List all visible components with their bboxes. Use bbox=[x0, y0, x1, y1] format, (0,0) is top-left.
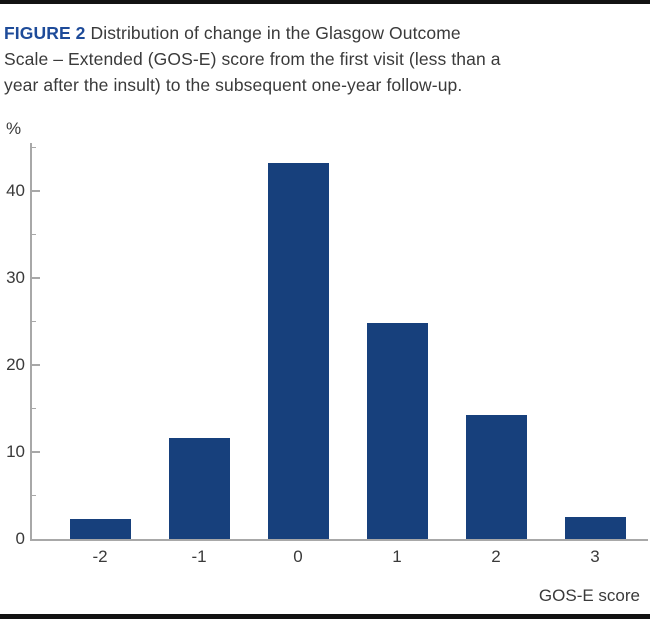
y-major-tick bbox=[32, 538, 40, 540]
caption-line-2: Scale – Extended (GOS-E) score from the … bbox=[4, 49, 501, 69]
y-axis-unit-label: % bbox=[6, 119, 22, 138]
y-minor-tick bbox=[32, 146, 36, 149]
bar bbox=[70, 519, 131, 539]
y-minor-tick bbox=[32, 320, 36, 323]
top-rule bbox=[0, 0, 650, 4]
x-tick-label: 0 bbox=[293, 547, 303, 566]
figure-caption: FIGURE 2 Distribution of change in the G… bbox=[4, 20, 648, 98]
bar bbox=[268, 163, 329, 539]
bar bbox=[565, 517, 626, 539]
y-tick-label: 20 bbox=[6, 354, 25, 374]
x-tick-label: -1 bbox=[191, 547, 207, 566]
y-major-tick bbox=[32, 190, 40, 192]
bottom-rule bbox=[0, 614, 650, 619]
y-tick-label: 10 bbox=[6, 441, 25, 461]
y-major-tick bbox=[32, 364, 40, 366]
x-axis-line bbox=[30, 539, 648, 541]
bar bbox=[367, 323, 428, 539]
caption-line-1: FIGURE 2 Distribution of change in the G… bbox=[4, 20, 648, 46]
y-major-tick bbox=[32, 277, 40, 279]
x-axis-title: GOS-E score bbox=[538, 586, 640, 605]
y-major-tick bbox=[32, 451, 40, 453]
y-tick-label: 30 bbox=[6, 267, 25, 287]
x-tick-label: 1 bbox=[392, 547, 402, 566]
x-tick-label: 2 bbox=[491, 547, 501, 566]
bar bbox=[169, 438, 230, 539]
x-tick-label: -2 bbox=[92, 547, 108, 566]
caption-line-3: year after the insult) to the subsequent… bbox=[4, 75, 463, 95]
y-tick-label: 0 bbox=[15, 529, 25, 548]
y-axis-line bbox=[30, 143, 32, 541]
figure-number-label: FIGURE 2 bbox=[4, 23, 86, 43]
y-tick-label: 40 bbox=[6, 180, 25, 200]
x-tick-label: 3 bbox=[590, 547, 600, 566]
bar bbox=[466, 415, 527, 539]
caption-line-1-text: Distribution of change in the Glasgow Ou… bbox=[85, 23, 461, 43]
y-minor-tick bbox=[32, 233, 36, 236]
y-minor-tick bbox=[32, 494, 36, 497]
y-minor-tick bbox=[32, 407, 36, 410]
